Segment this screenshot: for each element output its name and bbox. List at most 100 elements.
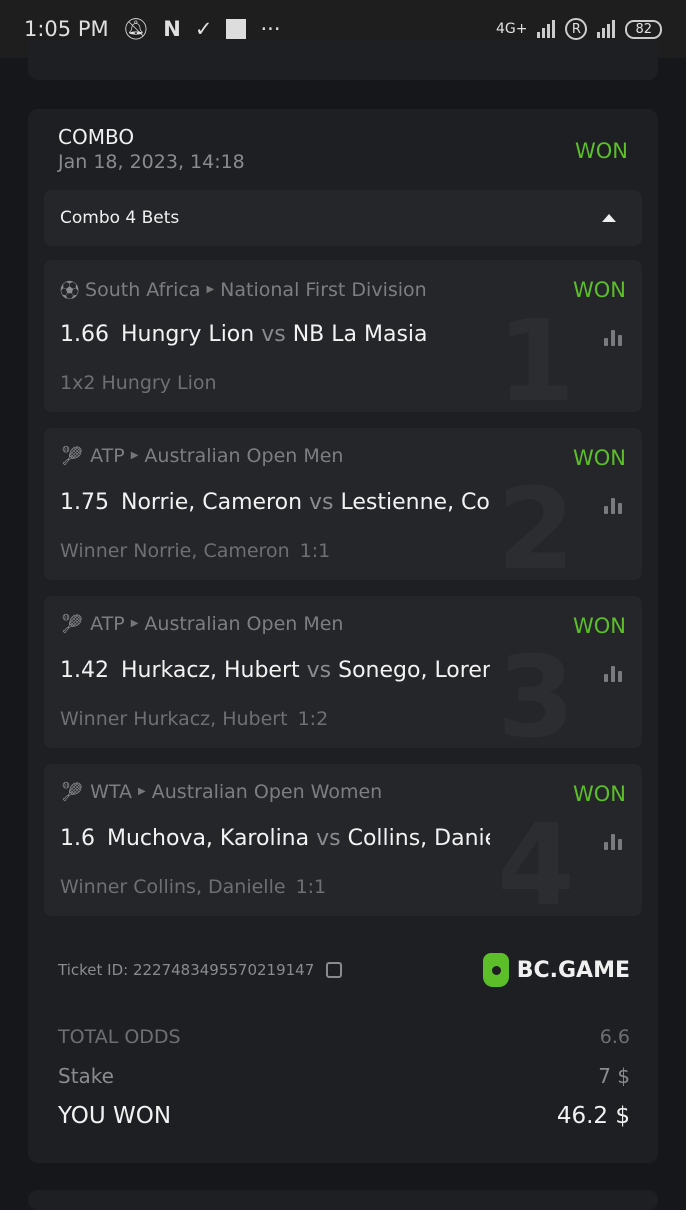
mute-icon: 🔕︎ [122,16,150,41]
tennis-racket-icon: 🎾︎ [60,445,85,467]
odds: 1.42 [60,658,109,683]
roaming-icon: R [565,18,588,40]
home-team: Muchova, Karolina [107,826,310,851]
market: 1x2 Hungry Lion [60,372,227,394]
caret-right-icon: ▶ [130,618,139,629]
total-odds-value: 6.6 [599,1026,630,1048]
won-amount: 46.2 $ [556,1103,630,1129]
next-ticket-card [28,1190,658,1210]
market: Winner Collins, Danielle 1:1 [60,876,326,898]
stats-icon[interactable] [604,664,622,682]
market-name: Winner Norrie, Cameron [60,540,290,562]
match: 1.75 Norrie, Cameron vs Lestienne, Consta… [60,490,490,515]
stake-value: 7 $ [598,1064,630,1088]
match: 1.6 Muchova, Karolina vs Collins, Daniell… [60,826,490,851]
bet-status: WON [572,446,626,470]
ticket-id: Ticket ID: 2227483495570219147 [58,961,343,979]
odds: 1.75 [60,490,109,515]
ratio: 1:2 [297,708,329,730]
ticket-card: COMBO Jan 18, 2023, 14:18 WON Combo 4 Be… [28,109,658,1163]
stats-icon[interactable] [604,496,622,514]
market-name: 1x2 Hungry Lion [60,372,217,394]
country: WTA [90,780,133,803]
market-name: Winner Hurkacz, Hubert [60,708,288,730]
stats-icon[interactable] [604,328,622,346]
bet-number: 4 [497,801,575,916]
league-breadcrumb: 🎾︎ ATP ▶ Australian Open Men [60,444,344,468]
home-team: Hurkacz, Hubert [120,658,300,683]
total-odds-label: TOTAL ODDS [58,1026,181,1048]
vs: vs [309,490,334,515]
bet-status: WON [572,782,626,806]
market: Winner Hurkacz, Hubert 1:2 [60,708,328,730]
stake-label: Stake [58,1064,114,1088]
away-team: NB La Masia [292,322,428,347]
brand-logo: BC.GAME [482,953,630,987]
tennis-racket-icon: 🎾︎ [60,613,85,635]
more-icon: ··· [260,17,281,41]
bet-status: WON [572,278,626,302]
chevron-up-icon [602,214,616,222]
league: Australian Open Men [144,444,344,467]
odds: 1.66 [60,322,109,347]
bc-logo-icon [482,953,509,987]
notification-n-icon: N [163,17,181,41]
league-breadcrumb: ⚽︎ South Africa ▶ National First Division [60,276,427,303]
bet-item[interactable]: 1 ⚽︎ South Africa ▶ National First Division… [44,260,642,412]
home-team: Norrie, Cameron [120,490,303,515]
square-icon [226,19,247,39]
brand-name: BC.GAME [516,957,630,983]
league: Australian Open Men [144,612,344,635]
country: South Africa [85,278,201,301]
country: ATP [90,444,125,467]
signal-icon-2 [597,20,616,38]
combo-label: Combo 4 Bets [60,208,180,228]
odds: 1.6 [60,826,95,851]
won-row: YOU WON 46.2 $ [58,1103,630,1129]
total-odds-row: TOTAL ODDS 6.6 [58,1026,630,1048]
ticket-id-text: Ticket ID: 2227483495570219147 [58,961,315,979]
tennis-racket-icon: 🎾︎ [60,781,85,803]
away-team: Lestienne, Constant [340,490,491,515]
league-breadcrumb: 🎾︎ ATP ▶ Australian Open Men [60,612,344,636]
copy-icon[interactable] [326,962,343,978]
home-team: Hungry Lion [120,322,255,347]
away-team: Sonego, Lorenzo [338,658,490,683]
match: 1.66 Hungry Lion vs NB La Masia [60,322,490,347]
bet-number: 1 [497,297,575,412]
battery-icon: 82 [625,19,662,39]
bet-status: WON [572,614,626,638]
stats-icon[interactable] [604,832,622,850]
clock: 1:05 PM [24,17,109,41]
away-team: Collins, Danielle [347,826,490,851]
network-type: 4G+ [495,21,528,37]
caret-right-icon: ▶ [130,450,139,461]
league: National First Division [220,278,427,301]
combo-toggle[interactable]: Combo 4 Bets [44,190,642,246]
signal-icon [537,20,556,38]
vs: vs [261,322,286,347]
bet-item[interactable]: 4 🎾︎ WTA ▶ Australian Open Women WON 1.6 Muc… [44,764,642,916]
won-label: YOU WON [58,1103,172,1129]
previous-ticket-card [28,40,658,80]
ratio: 1:1 [299,540,331,562]
soccer-ball-icon: ⚽︎ [60,280,80,302]
checkbox-icon: ✓ [194,17,213,41]
caret-right-icon: ▶ [206,284,215,295]
bet-item[interactable]: 3 🎾︎ ATP ▶ Australian Open Men WON 1.42 Hurk… [44,596,642,748]
league-breadcrumb: 🎾︎ WTA ▶ Australian Open Women [60,780,383,804]
stake-row: Stake 7 $ [58,1064,630,1088]
league: Australian Open Women [151,780,383,803]
bet-item[interactable]: 2 🎾︎ ATP ▶ Australian Open Men WON 1.75 Norr… [44,428,642,580]
caret-right-icon: ▶ [138,786,146,797]
bet-date: Jan 18, 2023, 14:18 [58,151,245,173]
ticket-status: WON [574,139,628,163]
market-name: Winner Collins, Danielle [60,876,286,898]
bet-type: COMBO [58,125,135,149]
bet-number: 3 [497,633,575,748]
market: Winner Norrie, Cameron 1:1 [60,540,330,562]
vs: vs [316,826,341,851]
ratio: 1:1 [295,876,327,898]
vs: vs [306,658,332,683]
country: ATP [90,612,125,635]
